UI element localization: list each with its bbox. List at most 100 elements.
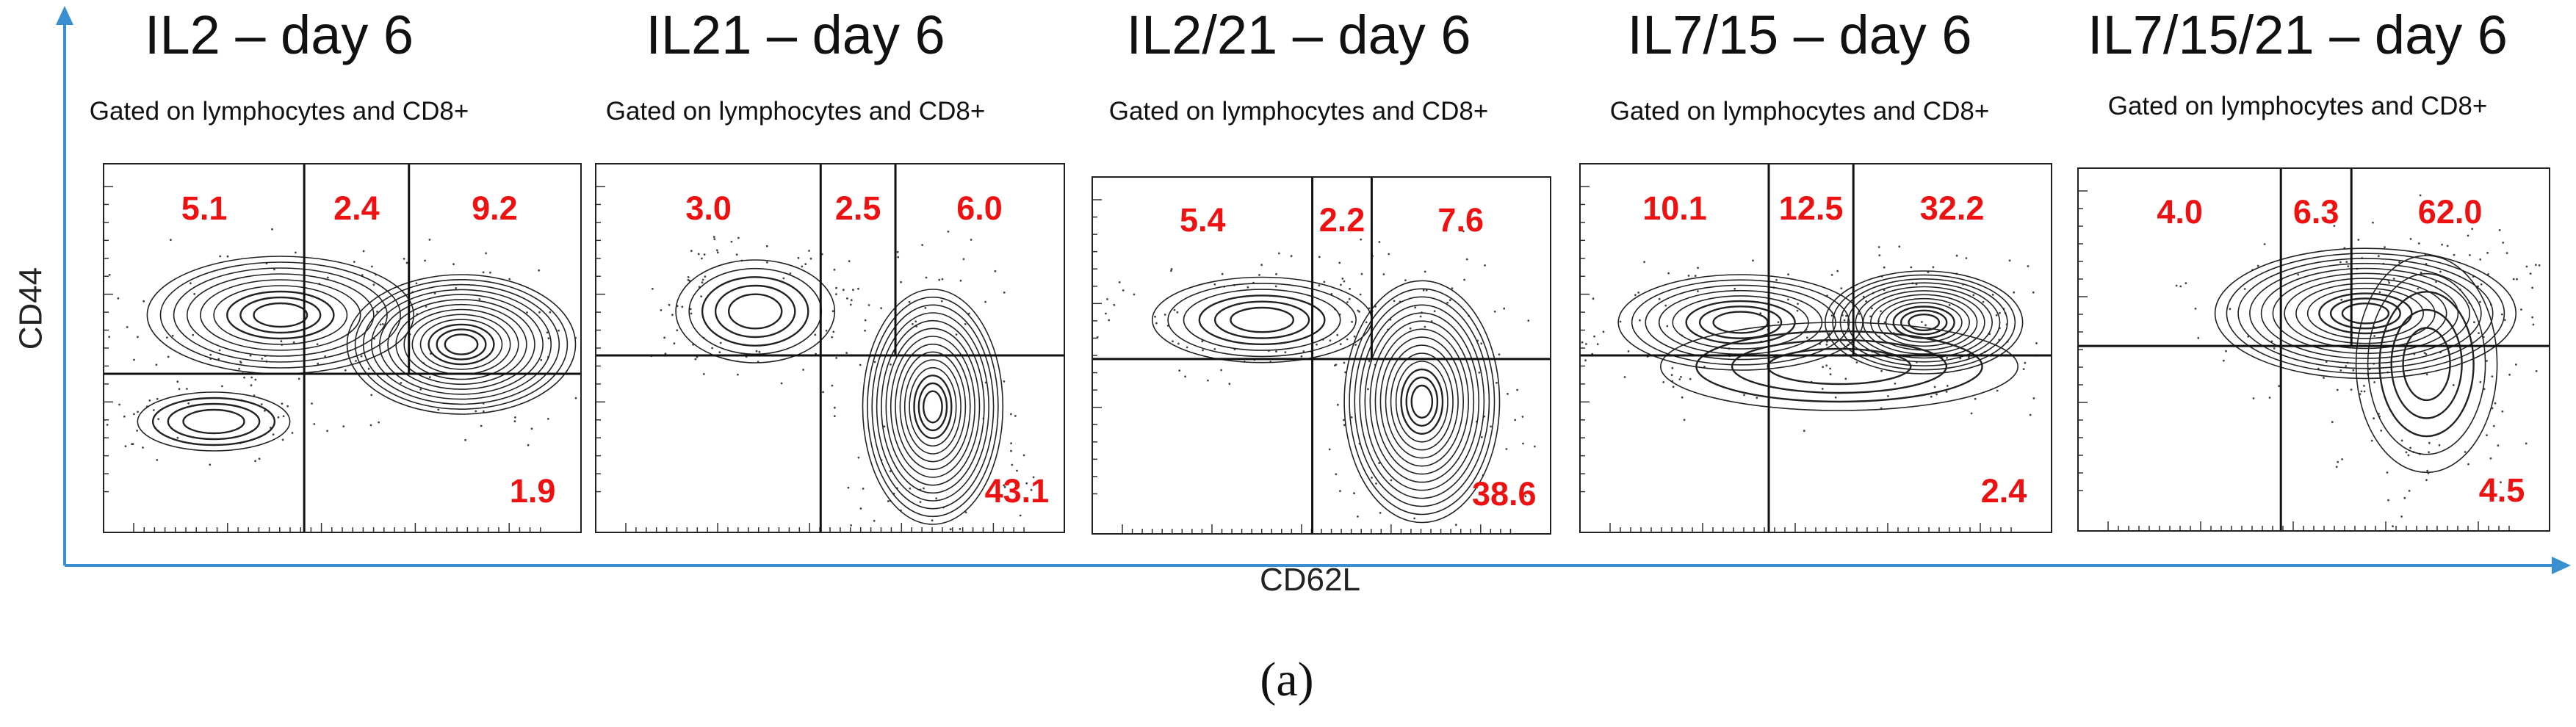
event-dot bbox=[311, 402, 313, 405]
contour-ring bbox=[419, 319, 503, 370]
event-dot bbox=[1177, 342, 1180, 345]
event-dot bbox=[1775, 278, 1778, 281]
event-dot bbox=[286, 405, 289, 408]
x-axis-arrow bbox=[2552, 557, 2571, 574]
event-dot bbox=[1787, 273, 1789, 276]
event-dot bbox=[1821, 388, 1824, 390]
contour-plot bbox=[596, 164, 1064, 532]
event-dot bbox=[2425, 352, 2428, 355]
contour-ring bbox=[213, 285, 348, 345]
event-dot bbox=[1300, 355, 1303, 358]
event-dot bbox=[2489, 457, 2492, 460]
event-dot bbox=[2473, 321, 2475, 324]
event-dot bbox=[1777, 321, 1780, 324]
contour-plot bbox=[1093, 178, 1550, 533]
contour-ring bbox=[411, 314, 511, 375]
event-dot bbox=[2491, 375, 2494, 377]
event-dot bbox=[1877, 246, 1880, 248]
event-dot bbox=[859, 507, 862, 510]
contour-ring bbox=[1672, 295, 1809, 350]
event-dot bbox=[1498, 353, 1501, 356]
event-dot bbox=[883, 425, 886, 428]
event-dot bbox=[1584, 359, 1587, 362]
contour-ring bbox=[876, 312, 989, 502]
event-dot bbox=[804, 263, 807, 265]
quadrant-value-upper-left: 5.1 bbox=[181, 189, 228, 227]
event-dot bbox=[814, 333, 817, 336]
contour-ring bbox=[226, 290, 335, 340]
event-dot bbox=[908, 300, 911, 303]
event-dot bbox=[852, 289, 854, 292]
event-dot bbox=[243, 376, 245, 379]
event-dot bbox=[1367, 388, 1369, 391]
event-dot bbox=[480, 424, 483, 427]
contour-ring bbox=[871, 304, 995, 510]
contour-ring bbox=[182, 408, 245, 435]
event-dot bbox=[1422, 289, 1425, 292]
event-dot bbox=[681, 305, 684, 308]
event-dot bbox=[887, 500, 890, 502]
quadrant-value-upper-right: 9.2 bbox=[472, 189, 518, 227]
event-dot bbox=[2500, 313, 2503, 316]
event-dot bbox=[2027, 265, 2030, 267]
quadrant-value-upper-right: 62.0 bbox=[2417, 193, 2483, 231]
event-dot bbox=[1855, 361, 1858, 364]
event-dot bbox=[2417, 242, 2420, 245]
event-dot bbox=[355, 360, 357, 362]
event-dot bbox=[2024, 361, 2027, 364]
event-dot bbox=[919, 501, 922, 503]
event-dot bbox=[2505, 252, 2508, 254]
event-dot bbox=[2022, 368, 2025, 370]
event-dot bbox=[131, 443, 134, 445]
event-dot bbox=[1787, 298, 1789, 301]
contour-ring bbox=[885, 328, 981, 486]
event-dot bbox=[1302, 350, 1305, 352]
event-dot bbox=[1862, 295, 1865, 298]
event-dot bbox=[2453, 253, 2456, 256]
event-dot bbox=[433, 292, 436, 294]
event-dot bbox=[190, 282, 192, 285]
event-dot bbox=[133, 358, 135, 361]
event-dot bbox=[1378, 462, 1380, 464]
event-dot bbox=[1968, 356, 1970, 359]
contour-ring bbox=[1230, 306, 1295, 333]
figure-label: (a) bbox=[1260, 653, 1314, 706]
x-axis-label: CD62L bbox=[1260, 562, 1360, 598]
event-dot bbox=[1585, 343, 1587, 345]
event-dot bbox=[1527, 319, 1530, 322]
event-dot bbox=[1596, 343, 1599, 345]
event-dot bbox=[1003, 485, 1006, 488]
event-dot bbox=[889, 470, 892, 473]
contour-plot bbox=[104, 164, 580, 532]
event-dot bbox=[1883, 266, 1886, 269]
event-dot bbox=[808, 250, 810, 252]
event-dot bbox=[372, 283, 375, 286]
event-dot bbox=[271, 228, 273, 231]
event-dot bbox=[1105, 312, 1107, 315]
event-dot bbox=[1478, 372, 1481, 374]
event-dot bbox=[2428, 451, 2430, 454]
event-dot bbox=[701, 278, 704, 281]
event-dot bbox=[835, 293, 837, 295]
event-dot bbox=[2508, 373, 2511, 376]
event-dot bbox=[2491, 407, 2494, 410]
event-dot bbox=[118, 403, 120, 406]
event-dot bbox=[2469, 254, 2471, 256]
event-dot bbox=[2478, 332, 2480, 334]
event-dot bbox=[1176, 311, 1179, 314]
event-dot bbox=[1258, 274, 1260, 276]
event-dot bbox=[1378, 241, 1381, 243]
event-dot bbox=[1173, 308, 1176, 311]
event-dot bbox=[1228, 383, 1231, 386]
contour-ring bbox=[2367, 272, 2486, 455]
event-dot bbox=[277, 416, 280, 419]
event-dot bbox=[1678, 378, 1681, 380]
event-dot bbox=[1826, 340, 1828, 343]
event-dot bbox=[187, 402, 190, 405]
contour-ring bbox=[2390, 308, 2463, 419]
event-dot bbox=[716, 251, 719, 254]
event-dot bbox=[1935, 393, 1938, 396]
event-dot bbox=[2372, 221, 2374, 224]
event-dot bbox=[1955, 254, 1958, 257]
event-dot bbox=[1368, 360, 1371, 363]
